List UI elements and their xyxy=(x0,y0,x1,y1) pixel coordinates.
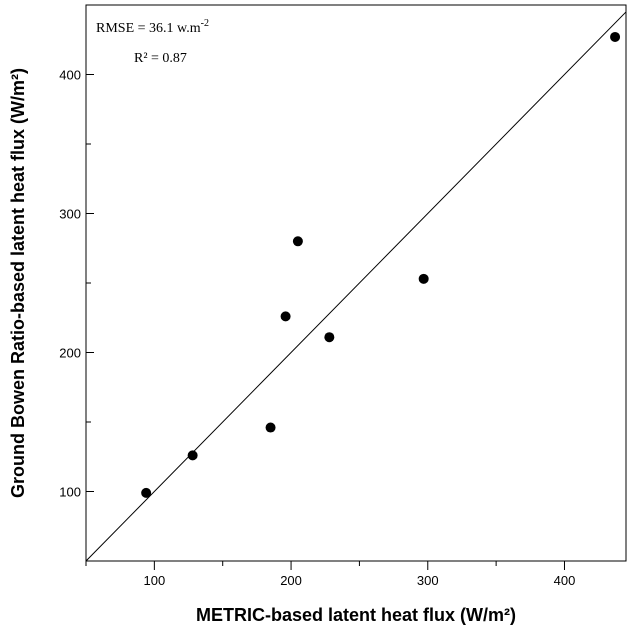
rmse-exponent: -2 xyxy=(201,18,209,29)
plot-frame xyxy=(85,4,627,562)
data-point xyxy=(265,422,276,433)
one-to-one-line xyxy=(85,11,627,562)
x-tick-label: 100 xyxy=(144,573,166,588)
data-point xyxy=(141,487,152,498)
y-tick-label: 200 xyxy=(59,346,81,361)
data-point xyxy=(324,332,335,343)
x-tick-label: 300 xyxy=(417,573,439,588)
data-point xyxy=(418,273,429,284)
r2-annotation: R² = 0.87 xyxy=(134,51,187,66)
data-points xyxy=(141,31,621,498)
data-point xyxy=(610,31,621,42)
y-axis-title: Ground Bowen Ratio-based latent heat flu… xyxy=(8,68,28,498)
rmse-annotation: RMSE = 36.1 w.m-2 xyxy=(96,18,209,36)
data-point xyxy=(280,311,291,322)
x-tick-label: 400 xyxy=(554,573,576,588)
x-tick-label: 200 xyxy=(280,573,302,588)
y-tick-label: 400 xyxy=(59,68,81,83)
x-axis-title: METRIC-based latent heat flux (W/m²) xyxy=(196,605,516,625)
data-point xyxy=(292,236,303,247)
y-tick-label: 100 xyxy=(59,485,81,500)
data-point xyxy=(187,450,198,461)
axis-ticks: 100 200 300 400 100 200 300 400 xyxy=(59,68,575,589)
y-tick-label: 300 xyxy=(59,207,81,222)
